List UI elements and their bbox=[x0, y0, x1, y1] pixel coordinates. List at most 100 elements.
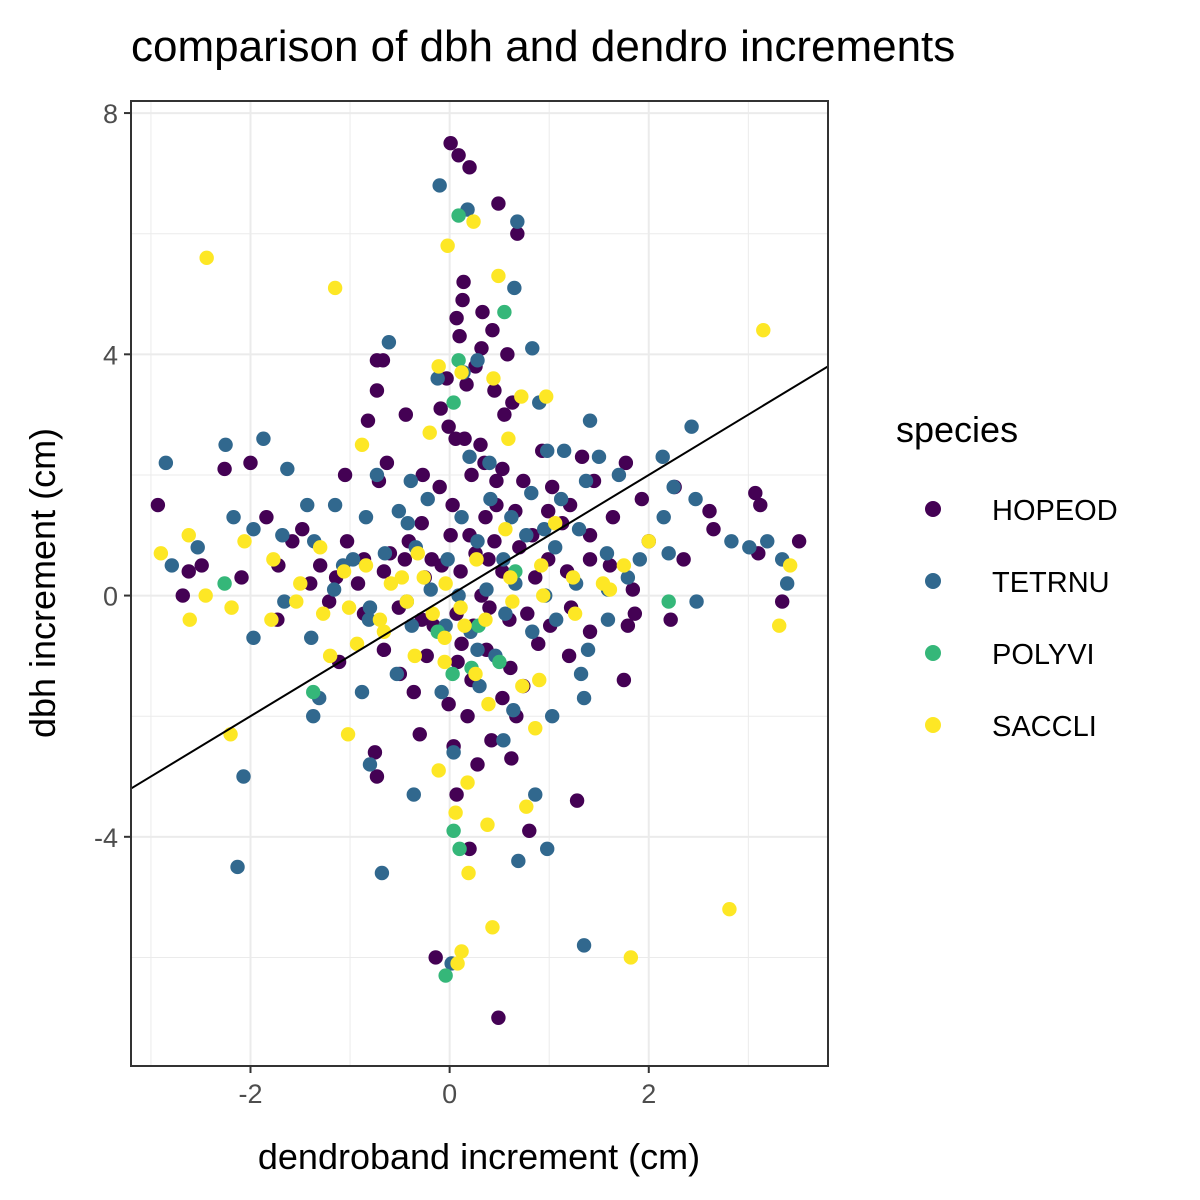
data-point bbox=[377, 546, 393, 561]
data-point bbox=[304, 630, 319, 645]
data-point bbox=[528, 721, 543, 736]
data-point bbox=[358, 558, 374, 573]
minor-gridlines bbox=[131, 101, 828, 1066]
data-point bbox=[407, 648, 422, 664]
data-point bbox=[540, 841, 555, 857]
data-point bbox=[485, 920, 500, 935]
data-point bbox=[391, 503, 407, 519]
data-point bbox=[198, 588, 213, 603]
data-point bbox=[259, 509, 274, 525]
data-point bbox=[623, 950, 639, 965]
data-point bbox=[236, 769, 251, 784]
data-point bbox=[514, 389, 529, 404]
data-point bbox=[449, 310, 464, 326]
data-point bbox=[464, 467, 479, 483]
data-point bbox=[524, 485, 539, 501]
data-point bbox=[474, 341, 489, 356]
data-point bbox=[306, 684, 321, 700]
data-point bbox=[489, 473, 504, 489]
data-point bbox=[616, 672, 632, 688]
data-point bbox=[468, 666, 483, 682]
data-point bbox=[634, 491, 650, 507]
data-point bbox=[532, 672, 547, 688]
data-point bbox=[406, 787, 421, 802]
data-point bbox=[457, 618, 472, 633]
data-point bbox=[666, 479, 681, 495]
data-point bbox=[534, 558, 549, 573]
data-point bbox=[497, 407, 512, 422]
data-point bbox=[663, 612, 678, 627]
data-point bbox=[487, 534, 502, 549]
chart-title: comparison of dbh and dendro increments bbox=[131, 22, 956, 71]
legend-item: SACCLI bbox=[925, 711, 1097, 743]
data-point bbox=[481, 552, 496, 567]
data-point bbox=[300, 497, 315, 513]
data-point bbox=[470, 642, 485, 658]
data-point bbox=[303, 576, 318, 591]
data-point bbox=[423, 582, 438, 597]
data-point bbox=[576, 690, 592, 706]
data-point bbox=[451, 148, 466, 163]
data-point bbox=[462, 449, 477, 465]
data-point bbox=[432, 479, 447, 495]
data-point bbox=[496, 552, 511, 567]
data-point bbox=[456, 274, 471, 290]
data-point bbox=[415, 467, 430, 483]
data-point bbox=[266, 552, 281, 567]
data-point bbox=[627, 606, 643, 621]
data-point bbox=[376, 564, 392, 579]
data-point bbox=[406, 684, 421, 700]
data-point bbox=[582, 552, 598, 567]
plot-panel-border bbox=[130, 100, 829, 1067]
data-point bbox=[289, 594, 304, 609]
data-point bbox=[478, 509, 493, 525]
data-point bbox=[194, 558, 209, 573]
data-point bbox=[582, 413, 598, 428]
data-point bbox=[556, 443, 572, 459]
data-point bbox=[506, 702, 521, 718]
data-point bbox=[440, 552, 455, 567]
data-point bbox=[246, 522, 261, 537]
data-point bbox=[478, 612, 493, 627]
legend: species HOPEOD TETRNU POLYVI SACCLI bbox=[896, 409, 1118, 743]
trend-line bbox=[130, 365, 829, 790]
y-tick-label: 8 bbox=[103, 99, 118, 129]
data-point bbox=[591, 449, 607, 465]
data-point bbox=[459, 377, 474, 392]
data-point bbox=[620, 570, 636, 585]
data-point bbox=[486, 371, 501, 386]
y-tick-label: 0 bbox=[103, 582, 118, 612]
data-point bbox=[510, 214, 525, 229]
data-point bbox=[565, 570, 581, 585]
y-tick-label: -4 bbox=[94, 823, 118, 853]
data-point bbox=[661, 546, 676, 561]
data-point bbox=[515, 678, 530, 694]
data-point bbox=[676, 552, 691, 567]
data-point bbox=[470, 757, 485, 772]
data-point bbox=[217, 576, 232, 591]
data-point bbox=[753, 497, 768, 513]
data-point bbox=[782, 558, 798, 573]
data-point bbox=[369, 467, 385, 483]
data-point bbox=[620, 618, 636, 633]
data-point bbox=[312, 540, 328, 555]
data-point bbox=[567, 606, 583, 621]
data-point bbox=[756, 322, 771, 338]
data-point bbox=[569, 793, 585, 808]
legend-key bbox=[925, 717, 941, 733]
legend-item: TETRNU bbox=[925, 567, 1110, 599]
data-point bbox=[425, 606, 440, 621]
data-point bbox=[340, 727, 356, 742]
data-point bbox=[503, 660, 518, 676]
data-point bbox=[306, 708, 321, 724]
data-point bbox=[446, 745, 461, 760]
y-tick-label: 4 bbox=[103, 340, 118, 370]
data-point bbox=[224, 600, 239, 615]
data-point bbox=[611, 467, 627, 483]
legend-items: HOPEOD TETRNU POLYVI SACCLI bbox=[925, 495, 1118, 743]
data-point bbox=[600, 612, 616, 627]
data-point bbox=[702, 503, 717, 519]
data-point bbox=[234, 570, 249, 585]
data-point bbox=[243, 455, 258, 471]
data-point bbox=[443, 136, 458, 151]
